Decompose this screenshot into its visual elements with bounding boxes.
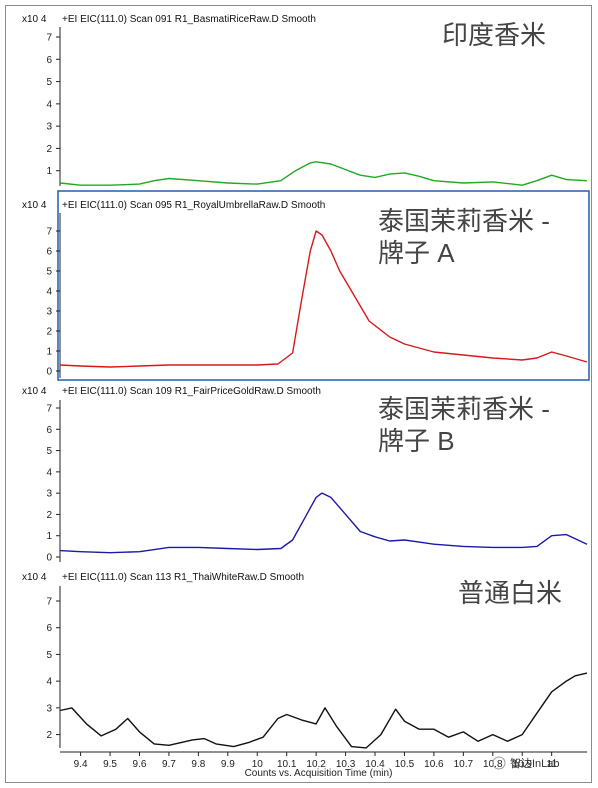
- y-exponent-label: x10 4: [22, 14, 47, 25]
- y-tick-label: 2: [46, 730, 52, 741]
- x-tick-label: 9.8: [191, 759, 205, 770]
- series-line-3: [59, 492, 588, 554]
- y-exponent-label: x10 4: [22, 386, 47, 397]
- y-tick-label: 1: [46, 166, 52, 177]
- series-line-1: [59, 161, 588, 186]
- y-tick-label: 5: [46, 267, 52, 278]
- y-tick-label: 4: [46, 287, 52, 298]
- y-tick-label: 2: [46, 327, 52, 338]
- series-line-2: [59, 230, 588, 368]
- x-tick-label: 10: [252, 759, 264, 770]
- panel-header-3: +EI EIC(111.0) Scan 109 R1_FairPriceGold…: [62, 386, 321, 397]
- y-tick-label: 6: [46, 55, 52, 66]
- y-tick-label: 6: [46, 623, 52, 634]
- y-tick-label: 6: [46, 247, 52, 258]
- panel-header-2: +EI EIC(111.0) Scan 095 R1_RoyalUmbrella…: [62, 200, 325, 211]
- y-tick-label: 5: [46, 77, 52, 88]
- y-tick-label: 0: [46, 367, 52, 378]
- y-tick-label: 4: [46, 99, 52, 110]
- series-line-4: [59, 672, 588, 749]
- y-tick-label: 0: [46, 553, 52, 564]
- sample-label-line2: 牌子 B: [378, 426, 455, 456]
- y-tick-label: 6: [46, 425, 52, 436]
- y-tick-label: 7: [46, 404, 52, 415]
- y-tick-label: 5: [46, 446, 52, 457]
- y-tick-label: 5: [46, 650, 52, 661]
- x-tick-label: 10.2: [306, 759, 326, 770]
- x-tick-label: 9.7: [162, 759, 176, 770]
- x-tick-label: 9.6: [133, 759, 147, 770]
- x-axis-title: Counts vs. Acquisition Time (min): [245, 768, 393, 779]
- y-tick-label: 2: [46, 144, 52, 155]
- y-tick-label: 3: [46, 122, 52, 133]
- y-tick-label: 7: [46, 227, 52, 238]
- x-tick-label: 10.7: [454, 759, 474, 770]
- y-exponent-label: x10 4: [22, 200, 47, 211]
- y-tick-label: 1: [46, 347, 52, 358]
- watermark-text: 智达InLab: [510, 756, 560, 770]
- y-tick-label: 7: [46, 597, 52, 608]
- sample-label: 普通白米: [458, 578, 562, 608]
- x-tick-label: 10.5: [395, 759, 415, 770]
- y-exponent-label: x10 4: [22, 572, 47, 583]
- panel-header-4: +EI EIC(111.0) Scan 113 R1_ThaiWhiteRaw.…: [62, 572, 304, 583]
- x-tick-label: 10.4: [365, 759, 385, 770]
- sample-label: 印度香米: [442, 20, 546, 50]
- panel-header-1: +EI EIC(111.0) Scan 091 R1_BasmatiRiceRa…: [62, 14, 316, 25]
- y-tick-label: 4: [46, 467, 52, 478]
- x-tick-label: 10.9: [512, 759, 532, 770]
- x-tick-label: 10.6: [424, 759, 444, 770]
- y-tick-label: 3: [46, 703, 52, 714]
- selected-panel-border: [57, 190, 590, 381]
- x-tick-label: 10.3: [336, 759, 356, 770]
- y-tick-label: 2: [46, 510, 52, 521]
- x-tick-label: 10.1: [277, 759, 297, 770]
- y-tick-label: 3: [46, 307, 52, 318]
- x-tick-label: 9.5: [103, 759, 117, 770]
- watermark-icon: [492, 756, 506, 770]
- x-tick-label: 9.9: [221, 759, 235, 770]
- x-tick-label: 9.4: [74, 759, 88, 770]
- x-tick-label: 11: [546, 759, 557, 770]
- y-tick-label: 1: [46, 531, 52, 542]
- chart-frame: [5, 5, 592, 783]
- sample-label-line2: 牌子 A: [378, 238, 455, 268]
- sample-label: 泰国茉莉香米 -: [378, 206, 550, 236]
- y-tick-label: 7: [46, 33, 52, 44]
- y-tick-label: 3: [46, 489, 52, 500]
- y-tick-label: 4: [46, 677, 52, 688]
- sample-label: 泰国茉莉香米 -: [378, 394, 550, 424]
